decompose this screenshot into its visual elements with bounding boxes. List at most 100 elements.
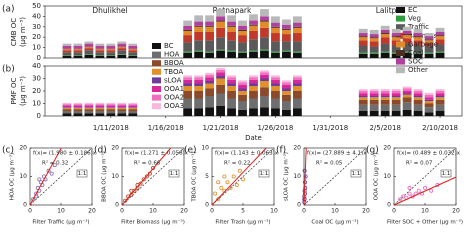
- bar-segment: [62, 107, 72, 110]
- legend-swatch: [396, 58, 405, 65]
- bar-segment: [216, 84, 225, 94]
- point: [398, 197, 403, 202]
- bar-segment: [249, 51, 258, 58]
- bar-segment: [183, 35, 193, 43]
- one-to-one-label: 1:1: [442, 171, 451, 177]
- bar-segment: [260, 37, 269, 50]
- bar-segment: [238, 80, 247, 83]
- bar-segment: [271, 77, 280, 80]
- bar-segment: [369, 52, 379, 54]
- legend-swatch: [152, 51, 161, 58]
- x-tick-label: 0: [392, 208, 396, 215]
- y-tick-label: 30: [32, 75, 41, 83]
- bar-segment: [84, 54, 94, 55]
- bar-segment: [62, 49, 72, 51]
- bar-segment: [73, 49, 83, 51]
- bar-segment: [194, 25, 204, 27]
- point: [129, 188, 134, 193]
- bar-segment: [238, 42, 247, 52]
- bar-segment: [293, 98, 302, 109]
- bar-segment: [293, 26, 302, 28]
- bar-segment: [183, 30, 193, 36]
- legend-swatch: [396, 7, 405, 13]
- fit-label: f(x)= (0.489 ± 0.032)x: [397, 151, 461, 157]
- bar-segment: [73, 104, 83, 106]
- bar-segment: [183, 51, 193, 53]
- bar-segment: [128, 52, 138, 56]
- point: [407, 185, 412, 190]
- bar-segment: [391, 96, 401, 98]
- bar-segment: [391, 33, 401, 37]
- bar-segment: [205, 21, 214, 26]
- bar-segment: [194, 26, 204, 32]
- legend-label: Traffic: [407, 23, 429, 31]
- bar-segment: [282, 41, 291, 51]
- fit-label: f(x)= (1.143 ± 0.063)x: [215, 151, 279, 157]
- bar-segment: [282, 24, 291, 29]
- x-tick-label: 1/31/2018: [312, 124, 348, 132]
- bar-segment: [402, 30, 412, 35]
- bar-segment: [249, 30, 258, 40]
- bar-segment: [227, 98, 236, 109]
- bar-segment: [183, 91, 193, 99]
- bar-segment: [183, 83, 193, 86]
- legend-label: Biomass: [408, 32, 438, 40]
- bar-segment: [238, 101, 247, 110]
- bar-segment: [128, 109, 138, 111]
- bar-segment: [435, 27, 445, 32]
- bar-segment: [369, 96, 379, 98]
- y-axis-label: TBOA OC (μg m⁻³): [191, 151, 198, 202]
- bar-segment: [260, 72, 269, 75]
- bar-segment: [413, 40, 423, 46]
- bar-segment: [238, 30, 247, 36]
- bar-segment: [413, 52, 423, 54]
- point: [303, 185, 308, 190]
- bar-segment: [106, 111, 116, 114]
- bar-segment: [227, 77, 236, 80]
- bar-segment: [358, 36, 368, 38]
- bar-segment: [402, 97, 412, 103]
- bar-segment: [95, 107, 105, 108]
- y-tick-label: 20: [383, 145, 391, 152]
- one-to-one-box: [258, 169, 270, 178]
- bar-segment: [62, 43, 72, 46]
- y-tick-label: 0: [23, 202, 27, 209]
- bar-segment: [128, 111, 138, 114]
- bar-segment: [413, 37, 423, 41]
- x-tick-label: 0: [120, 208, 124, 215]
- bar-segment: [358, 33, 368, 37]
- bar-segment: [260, 74, 269, 79]
- bar-segment: [358, 97, 368, 100]
- bar-segment: [205, 26, 214, 32]
- bar-segment: [249, 20, 258, 25]
- bar-segment: [106, 52, 116, 56]
- bar-segment: [95, 52, 105, 56]
- bar-segment: [424, 53, 434, 58]
- point: [240, 177, 245, 182]
- bar-segment: [73, 113, 83, 116]
- bar-segment: [117, 111, 127, 114]
- point: [302, 168, 307, 173]
- bar-segment: [227, 75, 236, 78]
- bar-segment: [194, 79, 204, 84]
- bar-segment: [282, 51, 291, 58]
- bar-segment: [194, 91, 204, 99]
- bar-segment: [358, 104, 368, 111]
- bar-segment: [117, 41, 127, 44]
- bar-segment: [380, 93, 390, 96]
- fit-label: f(x)= (27.889 ± 4.1)x: [307, 151, 367, 157]
- panel-label: (e): [184, 146, 197, 156]
- bar-segment: [358, 45, 368, 53]
- bar-segment: [380, 29, 390, 34]
- bar-segment: [435, 99, 445, 105]
- bar-segment: [249, 83, 258, 86]
- bar-segment: [216, 50, 225, 58]
- site-label: Ratnapark: [213, 6, 252, 15]
- bar-segment: [238, 94, 247, 101]
- bar-segment: [424, 103, 434, 108]
- bar-segment: [194, 40, 204, 51]
- bar-segment: [369, 37, 379, 39]
- bar-segment: [205, 88, 214, 96]
- bar-segment: [271, 108, 280, 116]
- bar-segment: [413, 36, 423, 38]
